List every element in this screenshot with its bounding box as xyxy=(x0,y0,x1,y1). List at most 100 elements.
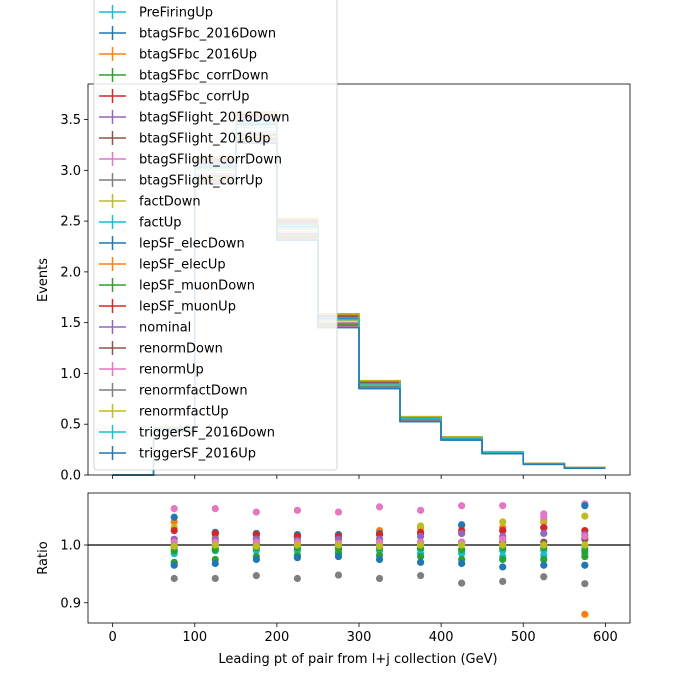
ratio-point xyxy=(581,610,589,618)
ratio-point xyxy=(458,541,466,549)
legend-entry-label: renormUp xyxy=(139,363,204,378)
legend: PreFiringUp btagSFbc_2016Down btagSFbc_201… xyxy=(93,0,338,471)
ratio-point xyxy=(581,532,589,540)
legend-entry-label: btagSFlight_2016Up xyxy=(139,132,270,147)
ratio-point xyxy=(458,521,466,529)
legend-entry-label: btagSFlight_2016Down xyxy=(139,111,290,126)
ratio-point xyxy=(581,547,589,555)
main-y-tick-label: 3.0 xyxy=(60,164,81,179)
ratio-point xyxy=(211,559,219,568)
x-tick-label: 500 xyxy=(511,630,536,645)
ratio-point xyxy=(499,541,507,549)
legend-entry-label: renormfactUp xyxy=(139,405,229,420)
x-axis-label: Leading pt of pair from l+j collection (… xyxy=(218,652,497,667)
main-y-tick-label: 2.0 xyxy=(60,265,81,280)
ratio-point xyxy=(581,552,589,561)
ratio-point xyxy=(334,571,343,579)
ratio-point xyxy=(252,555,260,564)
ratio-point xyxy=(540,573,548,581)
legend-entry-label: btagSFlight_corrDown xyxy=(139,153,282,168)
ratio-point xyxy=(334,541,343,549)
ratio-point xyxy=(211,529,219,538)
ratio-point xyxy=(540,529,548,538)
ratio-point xyxy=(334,552,343,561)
ratio-point xyxy=(499,526,507,535)
ratio-point xyxy=(293,554,302,562)
ratio-point xyxy=(499,555,507,564)
ratio-point xyxy=(375,574,384,583)
legend-entry-label: triggerSF_2016Down xyxy=(139,426,275,441)
ratio-point xyxy=(416,506,425,514)
x-tick-label: 400 xyxy=(429,630,454,645)
x-tick-label: 300 xyxy=(347,630,372,645)
ratio-point xyxy=(170,561,178,569)
ratio-point xyxy=(540,513,548,521)
ratio-point xyxy=(499,577,507,586)
main-y-tick-label: 1.0 xyxy=(60,367,81,382)
main-y-axis-label: Events xyxy=(36,258,51,302)
ratio-point xyxy=(211,505,219,513)
legend-entry-label: btagSFbc_corrUp xyxy=(139,90,250,105)
x-tick-label: 200 xyxy=(264,630,289,645)
ratio-point xyxy=(416,552,425,561)
legend-entry-label: PreFiringUp xyxy=(139,6,213,21)
ratio-plot-area xyxy=(88,493,630,623)
ratio-point xyxy=(211,541,219,549)
legend-entry-label: renormfactDown xyxy=(139,384,248,399)
main-y-tick-label: 2.5 xyxy=(60,215,81,230)
ratio-point xyxy=(170,513,178,521)
ratio-point xyxy=(499,502,507,510)
ratio-y-axis-label: Ratio xyxy=(36,541,51,574)
ratio-point xyxy=(252,542,260,550)
ratio-point xyxy=(375,542,384,550)
ratio-point xyxy=(252,572,260,580)
ratio-point xyxy=(416,558,425,566)
ratio-point xyxy=(458,502,466,510)
ratio-point xyxy=(540,555,548,564)
legend-entry-label: lepSF_elecDown xyxy=(139,237,245,252)
legend-entry-label: btagSFbc_corrDown xyxy=(139,69,269,84)
main-y-tick-label: 0.0 xyxy=(60,469,81,484)
ratio-point xyxy=(375,555,384,564)
ratio-point xyxy=(211,574,219,583)
legend-entry-label: btagSFbc_2016Down xyxy=(139,27,276,42)
ratio-point xyxy=(416,541,425,549)
ratio-point xyxy=(458,579,466,587)
x-tick-label: 100 xyxy=(182,630,207,645)
ratio-point xyxy=(170,542,178,550)
legend-entry-label: renormDown xyxy=(139,342,223,357)
ratio-point xyxy=(581,512,589,520)
ratio-point xyxy=(458,529,466,538)
ratio-point xyxy=(458,559,466,568)
ratio-point xyxy=(416,532,425,540)
ratio-point xyxy=(170,505,178,513)
legend-entry-label: lepSF_muonUp xyxy=(139,300,236,315)
ratio-point xyxy=(540,561,548,569)
main-panel: 0.0 0.5 1.0 1.5 2.0 2.5 3.0 3.5 Events PreFirin… xyxy=(36,0,631,484)
ratio-points-group xyxy=(170,500,589,618)
ratio-point xyxy=(499,518,507,526)
ratio-point xyxy=(581,541,589,549)
ratio-y-tick-label: 1.0 xyxy=(60,539,81,554)
legend-entry-label: triggerSF_2016Up xyxy=(139,447,256,462)
legend-entry-label: btagSFbc_2016Up xyxy=(139,48,257,63)
x-tick-label: 600 xyxy=(593,630,618,645)
main-y-tick-label: 1.5 xyxy=(60,316,81,331)
ratio-point xyxy=(499,535,507,543)
ratio-point xyxy=(170,526,178,535)
ratio-point xyxy=(252,508,260,516)
ratio-point xyxy=(581,580,589,588)
ratio-point xyxy=(293,541,302,549)
ratio-point xyxy=(416,572,425,580)
x-tick-label: 0 xyxy=(108,630,116,645)
ratio-point xyxy=(499,563,507,571)
main-y-tick-label: 3.5 xyxy=(60,113,81,128)
legend-box xyxy=(93,0,338,471)
main-axis-ticks: 0.0 0.5 1.0 1.5 2.0 2.5 3.0 3.5 xyxy=(60,113,606,484)
legend-entry-label: factDown xyxy=(139,195,201,210)
ratio-point xyxy=(581,561,589,569)
main-y-tick-label: 0.5 xyxy=(60,418,81,433)
ratio-point xyxy=(416,522,425,530)
ratio-point xyxy=(334,508,343,516)
legend-entry-label: factUp xyxy=(139,216,182,231)
